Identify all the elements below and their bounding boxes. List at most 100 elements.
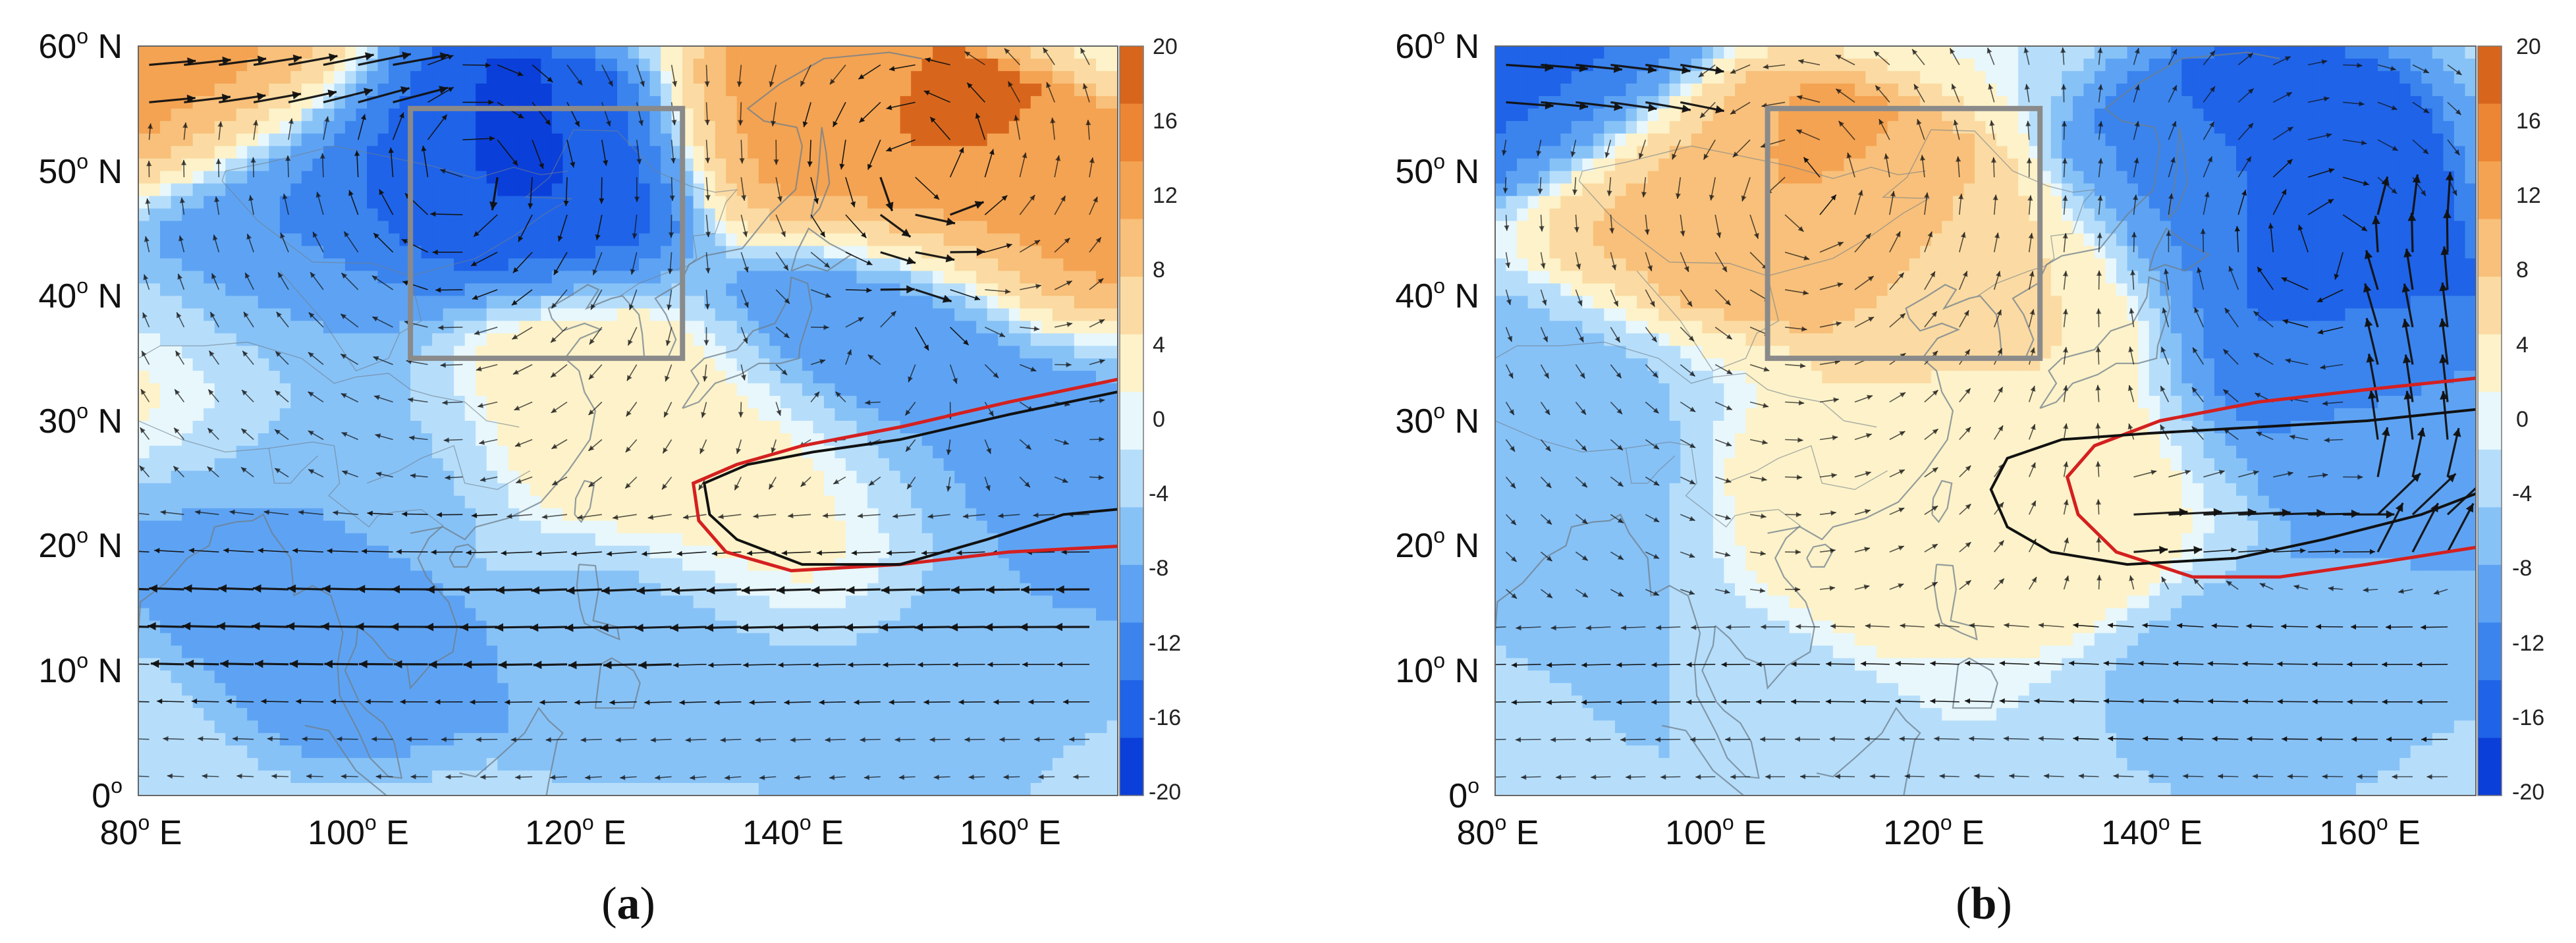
field-cell	[443, 708, 454, 721]
field-cell	[889, 483, 901, 497]
field-cell	[344, 408, 357, 421]
field-cell	[998, 495, 1010, 509]
field-cell	[933, 59, 945, 72]
field-cell	[551, 46, 564, 59]
field-cell	[1020, 695, 1031, 709]
field-cell	[508, 495, 520, 509]
field-cell	[138, 520, 150, 534]
field-cell	[497, 608, 509, 622]
field-cell	[998, 508, 1010, 522]
field-cell	[584, 495, 596, 509]
field-cell	[334, 283, 346, 297]
field-cell	[562, 333, 574, 346]
field-cell	[682, 720, 694, 734]
field-cell	[497, 95, 509, 109]
field-cell	[758, 495, 771, 509]
field-cell	[344, 445, 357, 459]
field-cell	[138, 608, 150, 622]
field-cell	[377, 758, 389, 771]
field-cell	[290, 608, 302, 622]
field-cell	[486, 758, 498, 771]
field-cell	[214, 283, 226, 297]
field-cell	[138, 508, 150, 522]
field-cell	[1041, 158, 1053, 172]
field-cell	[432, 408, 444, 421]
field-cell	[573, 346, 586, 359]
field-cell	[399, 683, 411, 697]
field-cell	[780, 371, 792, 384]
field-cell	[976, 570, 988, 584]
field-cell	[671, 458, 683, 472]
field-cell	[421, 59, 433, 72]
field-cell	[530, 520, 542, 534]
field-cell	[410, 533, 422, 547]
field-cell	[443, 346, 454, 359]
field-cell	[367, 158, 379, 172]
field-cell	[1030, 246, 1043, 259]
field-cell	[279, 208, 292, 222]
field-cell	[443, 570, 454, 584]
field-cell	[410, 396, 422, 409]
field-cell	[377, 108, 389, 122]
field-cell	[736, 445, 748, 459]
field-cell	[269, 733, 281, 746]
field-cell	[780, 720, 792, 734]
field-cell	[845, 545, 858, 559]
field-cell	[1030, 745, 1043, 759]
field-cell	[802, 520, 814, 534]
field-cell	[867, 745, 879, 759]
field-cell	[900, 208, 912, 222]
field-cell	[236, 683, 248, 697]
field-cell	[933, 183, 945, 197]
field-cell	[367, 408, 379, 421]
field-cell	[584, 408, 596, 421]
field-cell	[236, 83, 248, 97]
field-cell	[344, 508, 357, 522]
field-cell	[258, 371, 269, 384]
field-cell	[225, 483, 237, 497]
field-cell	[835, 533, 846, 547]
field-cell	[845, 321, 858, 335]
field-cell	[508, 183, 520, 197]
field-cell	[562, 83, 574, 97]
field-cell	[367, 670, 379, 684]
field-cell	[290, 233, 302, 247]
field-cell	[269, 146, 281, 159]
field-cell	[661, 458, 672, 472]
field-cell	[987, 633, 999, 647]
field-cell	[954, 183, 966, 197]
field-cell	[464, 408, 476, 421]
field-cell	[269, 371, 281, 384]
field-cell	[334, 158, 346, 172]
field-cell	[813, 608, 825, 622]
field-cell	[835, 121, 846, 134]
field-cell	[878, 258, 890, 272]
field-cell	[486, 296, 498, 310]
field-cell	[758, 221, 771, 234]
field-cell	[367, 595, 379, 609]
field-cell	[606, 371, 618, 384]
field-cell	[998, 171, 1010, 184]
field-cell	[192, 483, 204, 497]
field-cell	[813, 258, 825, 272]
field-cell	[519, 283, 531, 297]
field-cell	[595, 271, 607, 284]
field-cell	[606, 146, 618, 159]
field-cell	[845, 408, 858, 421]
field-cell	[410, 183, 422, 197]
field-cell	[704, 745, 716, 759]
field-cell	[290, 333, 302, 346]
field-cell	[432, 59, 444, 72]
field-cell	[519, 645, 531, 659]
field-cell	[878, 308, 890, 322]
field-cell	[954, 470, 966, 484]
field-cell	[823, 708, 836, 721]
field-cell	[813, 421, 825, 434]
field-cell	[541, 495, 553, 509]
field-cell	[682, 183, 694, 197]
field-cell	[192, 708, 204, 721]
field-cell	[671, 483, 683, 497]
field-cell	[791, 59, 803, 72]
field-cell	[367, 645, 379, 659]
field-cell	[835, 346, 846, 359]
